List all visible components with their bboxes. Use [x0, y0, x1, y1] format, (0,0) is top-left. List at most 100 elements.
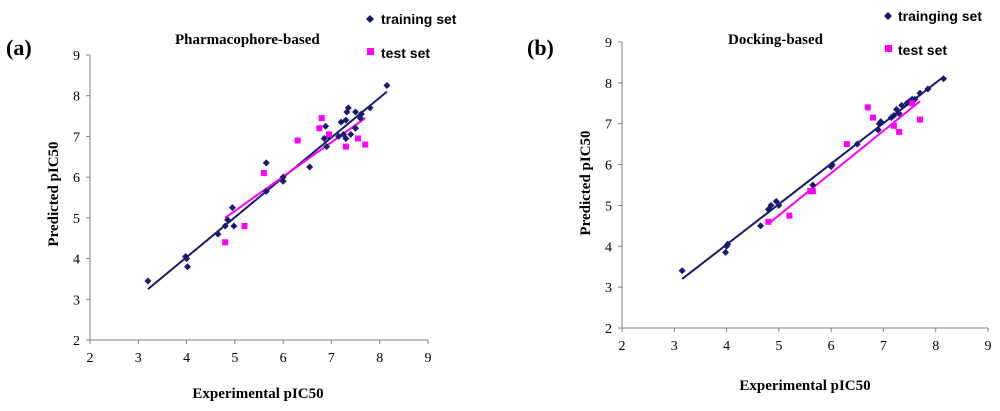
training-point [183, 255, 191, 263]
training-point [262, 159, 270, 167]
training-point [366, 104, 374, 112]
panel-a: (a) Pharmacophore-based Experimental pIC… [6, 11, 457, 402]
training-point [228, 204, 236, 212]
x-tick-label: 4 [723, 339, 730, 354]
test-point [809, 188, 816, 195]
test-point [896, 128, 903, 135]
test-point [316, 125, 323, 132]
legend-training-label: training set [381, 11, 457, 27]
x-tick-label: 6 [828, 339, 835, 354]
panel-a-legend: training set test set [366, 11, 457, 61]
x-tick-label: 2 [87, 351, 94, 366]
panel-a-ylabel: Predicted pIC50 [46, 141, 62, 246]
x-tick-label: 3 [135, 351, 142, 366]
panel-a-xlabel: Experimental pIC50 [192, 386, 323, 402]
y-tick-label: 7 [605, 118, 612, 133]
test-point [222, 239, 229, 246]
training-point [224, 216, 232, 224]
test-point [890, 122, 897, 129]
training-point [352, 108, 360, 116]
training-point [916, 89, 924, 97]
legend-training-label: trainging set [898, 8, 982, 24]
training-point [757, 222, 765, 230]
training-point [898, 101, 906, 109]
test-point [765, 218, 772, 225]
training-point [775, 201, 783, 209]
panel-a-label: (a) [6, 35, 32, 60]
panel-b-label: (b) [527, 35, 554, 60]
legend-test-label: test set [381, 45, 430, 61]
y-tick-label: 9 [73, 49, 80, 64]
training-point [352, 124, 360, 132]
training-point [877, 118, 885, 126]
training-point [262, 187, 270, 195]
test-fit-line [767, 100, 921, 225]
y-tick-label: 2 [73, 334, 80, 349]
test-point [260, 170, 267, 177]
training-point [874, 126, 882, 134]
y-tick-label: 5 [73, 212, 80, 227]
test-point [342, 143, 349, 150]
y-tick-label: 9 [605, 36, 612, 51]
x-tick-label: 9 [985, 339, 992, 354]
test-point [326, 131, 333, 138]
y-tick-label: 3 [73, 293, 80, 308]
legend-test-marker [367, 48, 374, 55]
x-tick-label: 6 [280, 351, 287, 366]
test-point [354, 135, 361, 142]
panel-b: (b) Docking-based Experimental pIC50 Pre… [527, 8, 992, 394]
panel-b-title: Docking-based [728, 32, 824, 48]
y-tick-label: 6 [605, 159, 612, 174]
legend-training-marker [366, 15, 374, 23]
training-point [144, 277, 152, 285]
training-point [306, 163, 314, 171]
training-point [184, 263, 192, 271]
x-tick-label: 5 [775, 339, 782, 354]
training-point [383, 82, 391, 90]
x-tick-label: 8 [376, 351, 383, 366]
training-point [853, 140, 861, 148]
y-tick-label: 3 [605, 281, 612, 296]
x-tick-label: 2 [619, 339, 626, 354]
y-tick-label: 5 [605, 199, 612, 214]
x-tick-label: 3 [671, 339, 678, 354]
training-point [828, 161, 836, 169]
panel-b-legend: trainging set test set [884, 8, 982, 58]
training-point [322, 122, 330, 130]
y-tick-label: 4 [605, 240, 612, 255]
test-point [917, 116, 924, 123]
panel-b-xlabel: Experimental pIC50 [739, 378, 870, 394]
training-point [279, 173, 287, 181]
training-point [214, 230, 222, 238]
test-point [869, 114, 876, 121]
y-tick-label: 8 [73, 90, 80, 105]
x-tick-label: 7 [328, 351, 335, 366]
panel-b-ylabel: Predicted pIC50 [578, 130, 594, 235]
x-tick-label: 5 [231, 351, 238, 366]
test-point [786, 212, 793, 219]
x-tick-label: 8 [932, 339, 939, 354]
panel-a-title: Pharmacophore-based [175, 32, 320, 48]
training-point [809, 181, 817, 189]
y-tick-label: 2 [605, 322, 612, 337]
training-point [357, 110, 365, 118]
training-point [230, 222, 238, 230]
training-point [890, 112, 898, 120]
training-point [895, 110, 903, 117]
y-tick-label: 4 [73, 253, 80, 268]
training-fit-line [681, 75, 945, 280]
legend-test-marker [885, 45, 892, 52]
y-tick-label: 7 [73, 130, 80, 145]
training-point [347, 130, 355, 138]
x-tick-label: 4 [183, 351, 190, 366]
training-point [724, 240, 732, 248]
training-point [323, 143, 331, 151]
training-point [342, 134, 350, 142]
x-tick-label: 9 [425, 351, 432, 366]
test-point [362, 141, 369, 148]
test-point [843, 141, 850, 148]
training-point [722, 248, 730, 256]
legend-test-label: test set [898, 42, 947, 58]
training-point [924, 85, 932, 93]
panel-b-plot: 2 3 4 5 6 7 8 9 2 3 4 5 6 7 8 9 [605, 36, 992, 354]
